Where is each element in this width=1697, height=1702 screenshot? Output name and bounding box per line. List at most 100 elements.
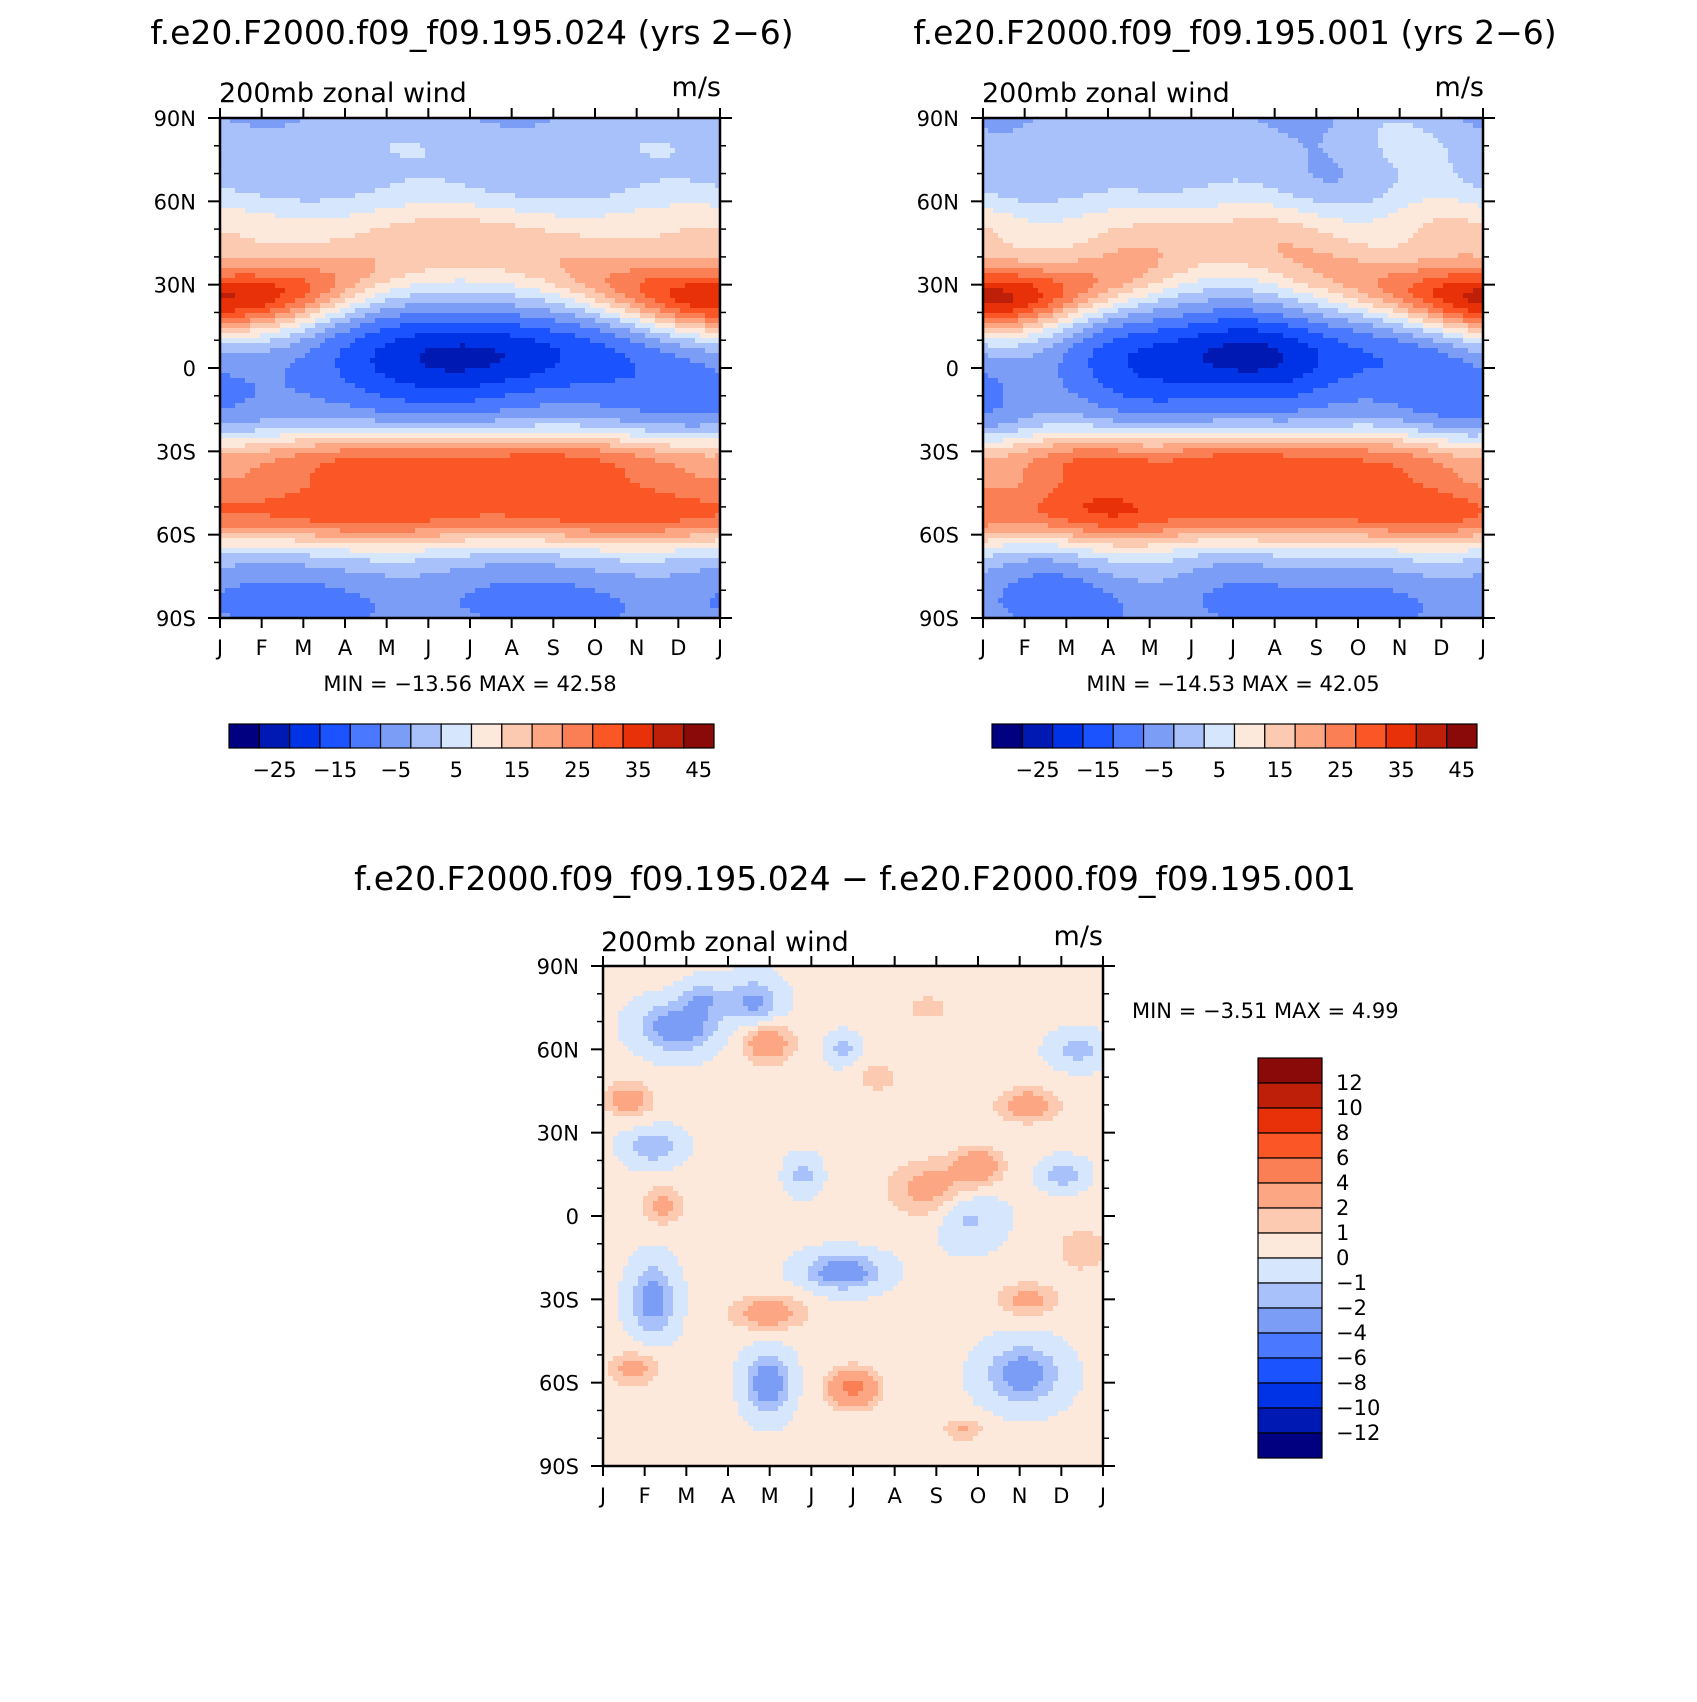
panel1-cell xyxy=(605,253,611,259)
panel1-cell xyxy=(475,178,481,184)
panel1-cell xyxy=(335,333,341,339)
panel1-cell xyxy=(610,268,616,274)
panel1-cell xyxy=(275,183,281,189)
panel1-cell xyxy=(520,178,526,184)
panel1-cell xyxy=(230,213,236,219)
panel1-cell xyxy=(325,358,331,364)
panel1-cell xyxy=(665,233,671,239)
panel1-cell xyxy=(405,323,411,329)
panel1-cell xyxy=(610,208,616,214)
panel1-cell xyxy=(445,343,451,349)
panel1-cell xyxy=(685,208,691,214)
panel1-cell xyxy=(245,198,251,204)
panel1-cell xyxy=(270,118,276,124)
panel1-cell xyxy=(470,233,476,239)
panel1-cell xyxy=(700,308,706,314)
panel1-cell xyxy=(545,318,551,324)
panel1-cell xyxy=(335,313,341,319)
panel1-cell xyxy=(290,143,296,149)
panel1-cell xyxy=(635,193,641,199)
panel1-cell xyxy=(600,268,606,274)
panel1-cell xyxy=(605,268,611,274)
panel1-cell xyxy=(555,248,561,254)
panel1-cell xyxy=(590,358,596,364)
panel1-cell xyxy=(235,343,241,349)
panel1-cell xyxy=(340,208,346,214)
panel1-cell xyxy=(445,338,451,344)
panel1-cell xyxy=(520,233,526,239)
panel1-cell xyxy=(685,193,691,199)
panel1-cell xyxy=(455,238,461,244)
panel1-cell xyxy=(395,193,401,199)
panel1-cell xyxy=(505,248,511,254)
panel1-cell xyxy=(325,213,331,219)
panel1-cell xyxy=(685,198,691,204)
panel1-cell xyxy=(415,318,421,324)
panel1-cell xyxy=(600,273,606,279)
panel1-cell xyxy=(370,118,376,124)
panel1-cell xyxy=(550,333,556,339)
panel1-cell xyxy=(415,223,421,229)
panel1-cell xyxy=(540,268,546,274)
panel1-cell xyxy=(270,273,276,279)
panel1-cell xyxy=(425,233,431,239)
panel1-cell xyxy=(400,198,406,204)
panel1-cell xyxy=(650,158,656,164)
panel1-cell xyxy=(510,233,516,239)
panel1-cell xyxy=(500,278,506,284)
panel1-cell xyxy=(365,123,371,129)
panel1-cell xyxy=(260,298,266,304)
panel1-cell xyxy=(425,303,431,309)
panel1-cell xyxy=(465,278,471,284)
panel1-cell xyxy=(335,308,341,314)
panel1-cell xyxy=(690,298,696,304)
panel1-cell xyxy=(305,313,311,319)
panel1-cell xyxy=(685,188,691,194)
panel1-cell xyxy=(345,173,351,179)
panel1-cell xyxy=(225,188,231,194)
panel1-cell xyxy=(305,273,311,279)
panel1-cell xyxy=(320,223,326,229)
panel1-cell xyxy=(495,218,501,224)
panel1-cell xyxy=(325,338,331,344)
panel1-cell xyxy=(600,328,606,334)
panel1-cell xyxy=(490,218,496,224)
panel1-cell xyxy=(705,238,711,244)
panel1-cell xyxy=(475,138,481,144)
panel1-cell xyxy=(280,333,286,339)
panel1-cell xyxy=(475,278,481,284)
panel1-cell xyxy=(260,133,266,139)
panel1-cell xyxy=(410,158,416,164)
panel1-cell xyxy=(305,158,311,164)
panel1-cell xyxy=(265,358,271,364)
panel1-cell xyxy=(530,283,536,289)
panel1-cell xyxy=(280,263,286,269)
panel1-cell xyxy=(320,148,326,154)
panel1-cell xyxy=(490,153,496,159)
panel1-cell xyxy=(405,278,411,284)
panel1-cell xyxy=(320,353,326,359)
panel1-cell xyxy=(335,128,341,134)
panel1-cell xyxy=(630,278,636,284)
panel1-cell xyxy=(535,213,541,219)
panel1-cell xyxy=(385,308,391,314)
panel1-cell xyxy=(690,203,696,209)
panel1-cell xyxy=(660,128,666,134)
panel1-cell xyxy=(270,158,276,164)
panel1-cell xyxy=(295,138,301,144)
panel1-cell xyxy=(695,233,701,239)
panel1-cell xyxy=(415,298,421,304)
panel1-cell xyxy=(700,158,706,164)
panel1-cell xyxy=(655,118,661,124)
panel1-cell xyxy=(330,128,336,134)
panel1-cell xyxy=(560,148,566,154)
panel1-cell xyxy=(635,138,641,144)
panel1-cell xyxy=(695,223,701,229)
panel1-cell xyxy=(330,193,336,199)
panel1-cell xyxy=(250,188,256,194)
panel1-cell xyxy=(240,303,246,309)
panel1-cell xyxy=(450,253,456,259)
panel1-cell xyxy=(280,143,286,149)
panel1-cell xyxy=(455,283,461,289)
panel1-cell xyxy=(670,158,676,164)
